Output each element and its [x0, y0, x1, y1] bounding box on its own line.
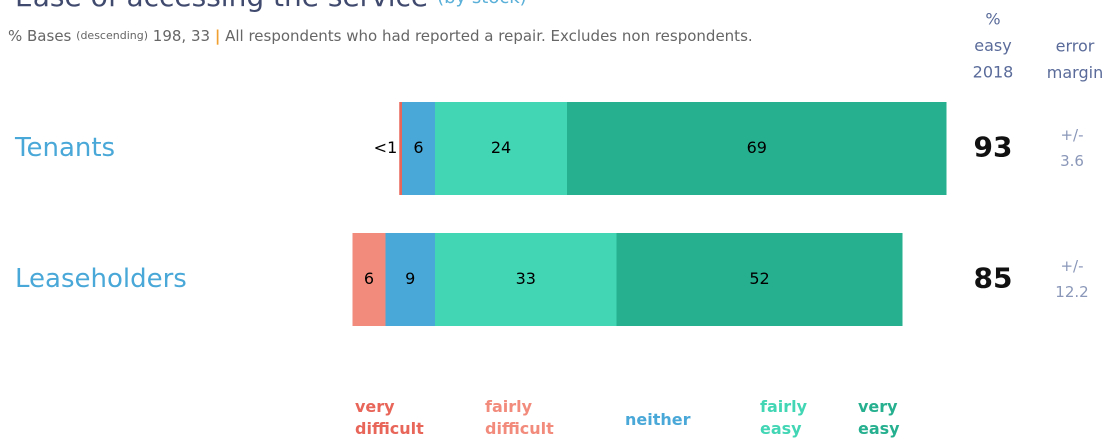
bar-segment	[402, 102, 435, 195]
value-label: 6	[364, 269, 374, 288]
value-label: 9	[405, 269, 415, 288]
bar-segment	[435, 233, 617, 326]
legend-entry: fairly easy	[760, 397, 808, 438]
column-header: %	[985, 10, 1000, 29]
description: All respondents who had reported a repai…	[225, 27, 753, 45]
legend-entry: neither	[625, 410, 691, 429]
bases-note: (descending)	[76, 29, 148, 42]
value-label: 6	[413, 138, 423, 157]
error-prefix: +/-	[1060, 257, 1083, 275]
bases-label: % Bases	[8, 27, 72, 45]
title: Ease of accessing the service	[15, 0, 428, 13]
legend-entry: very difficult	[355, 397, 424, 438]
error-prefix: +/-	[1060, 126, 1083, 144]
easy-2018: 93	[974, 131, 1013, 164]
bar-segment	[567, 102, 947, 195]
easy-2018: 85	[974, 262, 1013, 295]
bar-segment	[352, 233, 386, 326]
error-margin: 3.6	[1060, 152, 1084, 170]
category-label: Leaseholders	[15, 264, 187, 294]
value-label: <1	[374, 138, 398, 157]
chart-title: Ease of accessing the service (by stock)	[15, 0, 527, 13]
value-label: 24	[491, 138, 511, 157]
bar-segment	[385, 233, 435, 326]
legend-entry: fairly difficult	[485, 397, 554, 438]
category-label: Tenants	[14, 133, 115, 163]
error-margin: 12.2	[1055, 283, 1088, 301]
column-header: error	[1056, 37, 1095, 56]
subtitle: % Bases (descending) 198, 33 | All respo…	[8, 27, 753, 46]
value-label: 33	[516, 269, 536, 288]
bar-segment	[435, 102, 567, 195]
value-label: 52	[749, 269, 769, 288]
legend-entry: very easy	[858, 397, 900, 438]
bar-segment	[616, 233, 903, 326]
bases: 198, 33	[153, 27, 210, 45]
value-label: 69	[747, 138, 767, 157]
column-header: 2018	[973, 63, 1014, 82]
title-note: (by stock)	[437, 0, 527, 8]
column-header: easy	[974, 36, 1011, 55]
bar-segment	[399, 102, 402, 195]
column-header: margin	[1047, 63, 1103, 82]
separator: |	[215, 27, 220, 46]
